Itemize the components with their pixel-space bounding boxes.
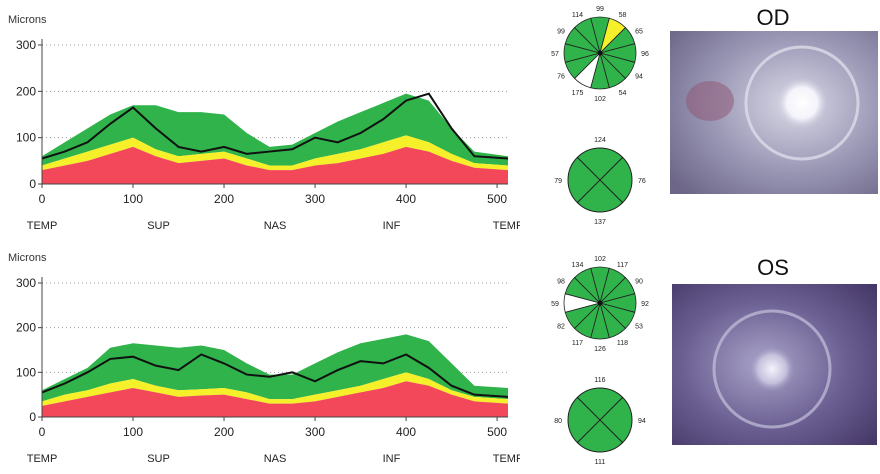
thickness-line <box>41 353 509 398</box>
y-tick-label: 300 <box>16 276 36 290</box>
x-tick-label: 100 <box>123 425 143 439</box>
quadrant-divider <box>577 397 623 443</box>
x-tick-label: 500 <box>487 425 507 439</box>
outside-normal-band <box>42 146 508 184</box>
od-eye-label: OD <box>756 5 790 30</box>
clock-sector-label: 117 <box>572 340 583 347</box>
od-thickness-chart: Microns 0 100 200 300 0 100 200 300 400 500 TEMP SUP… <box>8 14 520 232</box>
y-tick-label: 100 <box>16 131 36 145</box>
os-quadrant-chart: 116 111 80 94 <box>554 377 646 466</box>
od-quadrant-chart: 124 137 79 76 <box>554 137 646 226</box>
quadrant-label-right: 94 <box>638 418 646 425</box>
quadrant-label-top: 116 <box>594 377 605 384</box>
clock-sector-label: 53 <box>635 324 643 331</box>
y-tick-label: 0 <box>29 410 36 424</box>
clock-sector-label: 126 <box>594 346 606 353</box>
clock-sector-label: 82 <box>557 324 565 331</box>
clock-sector-label: 65 <box>635 29 643 36</box>
clock-sector-label: 76 <box>557 74 565 81</box>
x-tick-label: 300 <box>305 425 325 439</box>
region-label: NAS <box>264 220 287 232</box>
od-fundus-image <box>670 31 878 194</box>
y-axis-label: Microns <box>8 252 47 264</box>
thickness-line <box>41 92 509 160</box>
clock-center-dot <box>597 50 603 56</box>
y-tick-label: 200 <box>16 321 36 335</box>
os-eye-label: OS <box>757 255 789 280</box>
quadrant-divider <box>577 157 623 203</box>
x-tick-label: 400 <box>396 425 416 439</box>
clock-sector-label: 59 <box>551 301 559 308</box>
clock-sector-label: 92 <box>641 301 649 308</box>
clock-sector-label: 90 <box>635 279 643 286</box>
normal-range-band <box>42 334 508 402</box>
clock-sector-label: 99 <box>557 29 565 36</box>
borderline-band <box>42 372 508 406</box>
y-axis-label: Microns <box>8 14 47 26</box>
clock-sector-label: 102 <box>594 96 606 103</box>
x-tick-label: 0 <box>39 425 46 439</box>
y-tick-label: 100 <box>16 365 36 379</box>
clock-sector-label: 96 <box>641 51 649 58</box>
clock-sector <box>573 267 601 305</box>
quadrant-label-bottom: 111 <box>595 459 606 466</box>
y-tick-label: 0 <box>29 177 36 191</box>
borderline-band <box>42 135 508 171</box>
x-tick-label: 200 <box>214 425 234 439</box>
x-tick-label: 400 <box>396 192 416 206</box>
region-label: NAS <box>264 453 287 465</box>
os-thickness-chart: Microns 0 100 200 300 0 100 200 300 400 500 TEMP SUP… <box>8 252 520 465</box>
region-label: TEMP <box>493 453 520 465</box>
clock-sector-label: 99 <box>596 6 604 13</box>
region-label: SUP <box>147 220 170 232</box>
clock-sector-label: 118 <box>617 340 628 347</box>
clock-sector-label: 54 <box>619 90 627 97</box>
clock-sector-label: 57 <box>551 51 559 58</box>
x-tick-label: 200 <box>214 192 234 206</box>
quadrant-label-left: 80 <box>554 418 562 425</box>
x-tick-label: 0 <box>39 192 46 206</box>
quadrant-label-left: 79 <box>554 178 562 185</box>
x-tick-label: 300 <box>305 192 325 206</box>
clock-sector-label: 114 <box>572 12 583 19</box>
clock-center-dot <box>597 300 603 306</box>
os-clock-hour-chart: 102 117 90 92 53 118 126 117 82 59 98 134 <box>551 256 649 353</box>
y-tick-label: 200 <box>16 84 36 98</box>
clock-sector-label: 94 <box>635 74 643 81</box>
region-label: INF <box>383 220 401 232</box>
quadrant-label-right: 76 <box>638 178 646 185</box>
region-label: TEMP <box>27 220 58 232</box>
clock-sector-label: 58 <box>619 12 627 19</box>
x-tick-label: 100 <box>123 192 143 206</box>
clock-sector-label: 117 <box>617 262 628 269</box>
od-clock-hour-chart: 99 58 65 96 94 54 102 175 76 57 99 114 <box>551 6 649 103</box>
os-fundus-image <box>672 284 877 445</box>
region-label: TEMP <box>27 453 58 465</box>
clock-sector-label: 102 <box>594 256 606 263</box>
region-label: SUP <box>147 453 170 465</box>
clock-sector <box>573 17 601 55</box>
region-label: INF <box>383 453 401 465</box>
clock-sector-label: 175 <box>572 90 584 97</box>
clock-sector-label: 134 <box>572 262 584 269</box>
quadrant-label-bottom: 137 <box>594 219 606 226</box>
region-label: TEMP <box>493 220 520 232</box>
x-tick-label: 500 <box>487 192 507 206</box>
quadrant-label-top: 124 <box>594 137 606 144</box>
clock-sector-label: 98 <box>557 279 565 286</box>
outside-normal-band <box>42 381 508 417</box>
y-tick-label: 300 <box>16 38 36 52</box>
